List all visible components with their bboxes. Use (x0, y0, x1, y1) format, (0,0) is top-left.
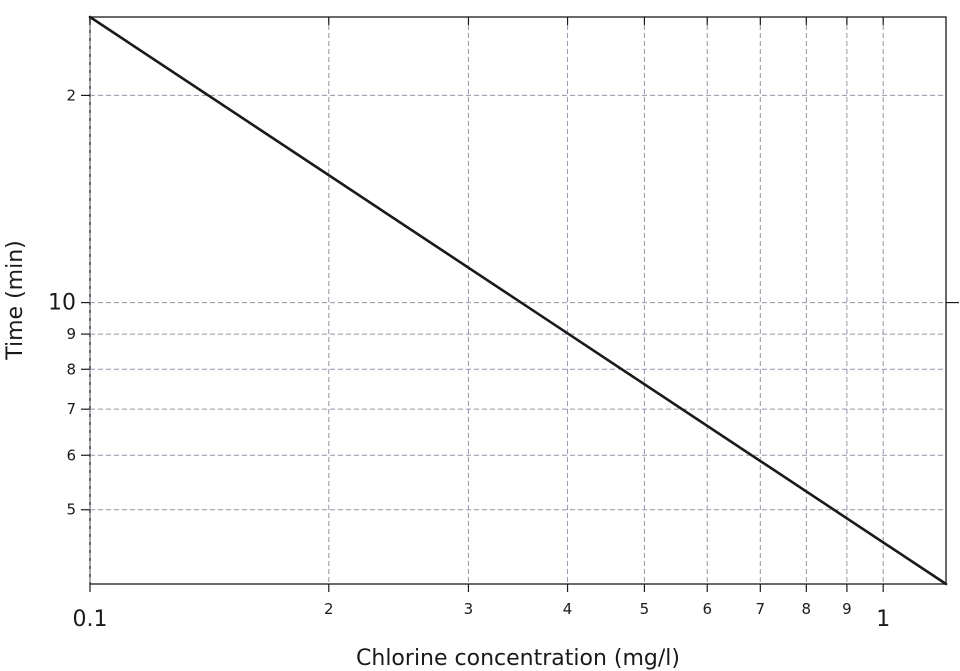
x-tick-label: 9 (842, 600, 852, 618)
x-tick-label: 7 (756, 600, 766, 618)
x-tick-label: 2 (324, 600, 334, 618)
grid (89, 17, 946, 584)
y-tick-label: 10 (48, 291, 76, 316)
y-tick-label: 7 (66, 400, 76, 418)
series-lines (88, 15, 948, 586)
y-tick-label: 8 (66, 360, 76, 378)
x-axis-title: Chlorine concentration (mg/l) (356, 646, 680, 671)
x-tick-label: 0.1 (73, 607, 108, 632)
y-tick-label: 9 (66, 325, 76, 343)
series-line (88, 15, 948, 586)
x-tick-label: 6 (702, 600, 712, 618)
x-tick-label: 4 (563, 600, 573, 618)
x-tick-label: 5 (640, 600, 650, 618)
x-tick-label: 3 (464, 600, 474, 618)
y-tick-label: 6 (66, 446, 76, 464)
x-tick-label: 8 (802, 600, 812, 618)
y-axis-title: Time (min) (3, 240, 28, 361)
x-tick-label: 1 (876, 607, 890, 632)
ticks: 0.1 2 3 4 5 6 7 8 9 1 5 6 7 8 9 10 2 (48, 17, 959, 632)
y-tick-label: 2 (66, 86, 76, 104)
y-tick-label: 5 (66, 501, 76, 519)
